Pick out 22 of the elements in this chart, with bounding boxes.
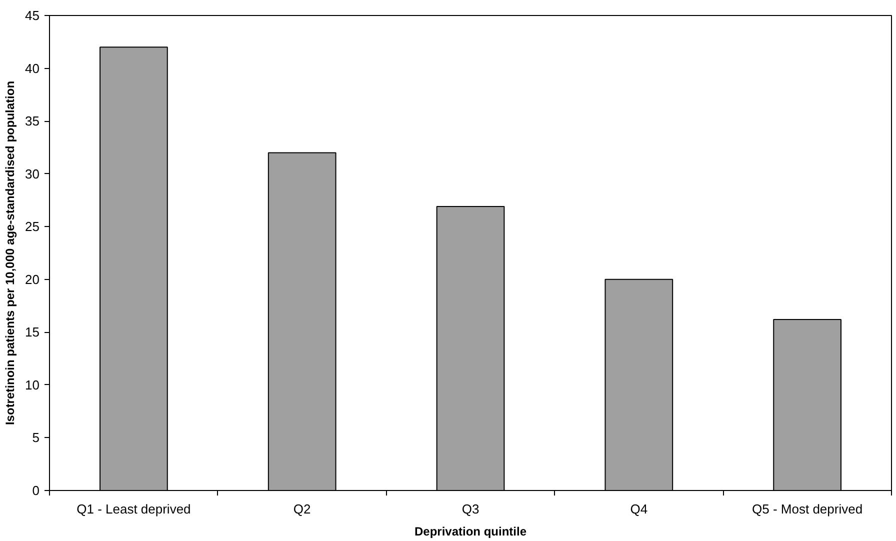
bar (268, 152, 336, 490)
y-tick-label: 20 (25, 272, 40, 287)
y-tick-label: 35 (25, 114, 40, 129)
y-tick-label: 30 (25, 166, 40, 182)
y-tick-label: 10 (25, 377, 40, 392)
x-tick-label: Q1 - Least deprived (76, 502, 191, 516)
bar (604, 278, 674, 490)
bar (100, 46, 168, 490)
x-tick-label: Q3 (462, 502, 480, 516)
y-tick-label: 15 (25, 324, 40, 340)
bar (436, 206, 505, 490)
y-axis-title: Isotretinoin patients per 10,000 age-standardised population (3, 80, 18, 426)
y-tick-label: 40 (25, 60, 40, 76)
x-tick-label: Q2 (293, 502, 311, 516)
bar (773, 319, 842, 490)
y-tick-label: 0 (32, 483, 40, 498)
y-tick-label: 45 (25, 8, 40, 23)
y-tick-label: 5 (32, 430, 40, 446)
x-tick-label: Q4 (630, 502, 648, 516)
x-tick-label: Q5 - Most deprived (752, 502, 863, 516)
y-tick-label: 25 (25, 219, 40, 234)
x-axis-title: Deprivation quintile (414, 524, 527, 538)
